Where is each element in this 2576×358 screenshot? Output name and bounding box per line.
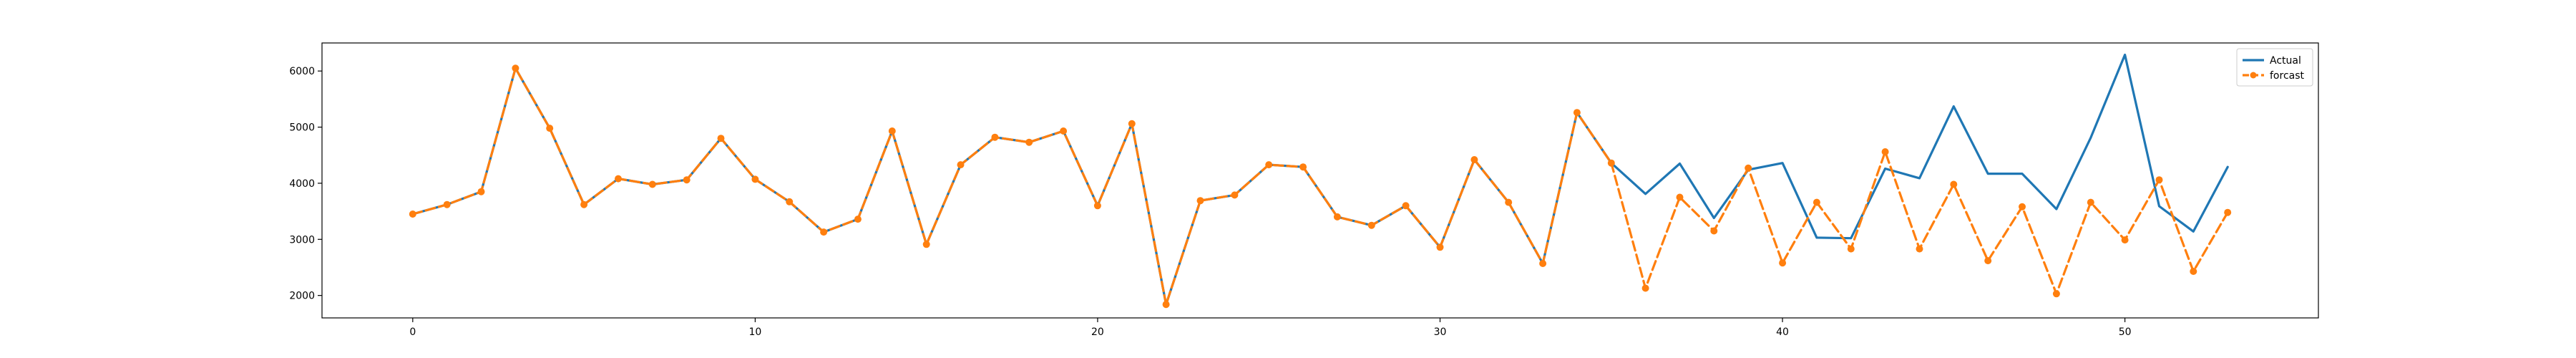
data-point-forcast [2190, 268, 2197, 275]
data-point-forcast [1162, 301, 1170, 309]
data-point-forcast [2155, 176, 2163, 184]
data-point-forcast [922, 241, 930, 248]
data-point-forcast [1847, 245, 1855, 253]
data-point-forcast [648, 180, 656, 188]
x-tick-label: 20 [1091, 326, 1104, 338]
data-point-forcast [1093, 202, 1101, 210]
data-point-forcast [786, 198, 794, 205]
data-point-forcast [888, 127, 896, 135]
data-point-forcast [1025, 138, 1033, 146]
data-point-forcast [580, 200, 588, 208]
x-tick-label: 50 [2119, 326, 2132, 338]
data-point-forcast [2224, 208, 2232, 216]
data-point-forcast [991, 133, 999, 141]
data-point-forcast [2087, 198, 2094, 206]
data-point-forcast [2052, 290, 2060, 298]
data-point-forcast [1436, 243, 1444, 251]
data-point-forcast [546, 125, 554, 132]
data-point-forcast [1333, 213, 1341, 221]
data-point-forcast [717, 135, 725, 142]
data-point-forcast [443, 200, 451, 208]
data-point-forcast [854, 216, 862, 223]
data-point-forcast [1402, 202, 1410, 210]
x-tick-label: 10 [748, 326, 761, 338]
data-point-forcast [615, 175, 622, 183]
data-point-forcast [1984, 257, 1992, 265]
y-tick-label: 6000 [289, 66, 315, 77]
data-point-forcast [1299, 163, 1307, 171]
legend-label-forcast: forcast [2270, 70, 2305, 82]
data-point-forcast [820, 228, 828, 236]
y-tick-label: 4000 [289, 178, 315, 190]
axes-frame [321, 42, 2319, 319]
legend-label-actual: Actual [2270, 55, 2301, 67]
data-point-forcast [751, 175, 759, 183]
y-tick-label: 3000 [289, 234, 315, 246]
data-point-forcast [1813, 198, 1820, 206]
legend-marker-forcast [2250, 72, 2257, 79]
y-tick-label: 2000 [289, 291, 315, 302]
y-tick-label: 5000 [289, 122, 315, 134]
data-point-forcast [1539, 260, 1547, 267]
data-point-forcast [1676, 193, 1684, 201]
data-point-forcast [2121, 236, 2129, 244]
data-point-forcast [1881, 148, 1889, 155]
data-point-forcast [1607, 159, 1615, 167]
data-point-forcast [1470, 156, 1478, 163]
data-point-forcast [1128, 120, 1136, 127]
axes: 0 10 20 30 40 50 2000 3000 4000 5000 6000 [289, 42, 2319, 338]
data-point-forcast [2019, 203, 2026, 211]
plot-area [409, 53, 2232, 309]
data-point-forcast [1710, 227, 1718, 235]
data-point-forcast [1916, 245, 1923, 253]
data-point-forcast [512, 64, 519, 72]
x-tick-label: 40 [1776, 326, 1789, 338]
series-line-forcast [411, 67, 2229, 306]
data-point-forcast [1950, 180, 1958, 188]
data-point-forcast [1265, 161, 1273, 169]
data-point-forcast [477, 188, 485, 195]
data-point-forcast [1641, 284, 1649, 292]
x-tick-label: 30 [1434, 326, 1447, 338]
data-point-forcast [1745, 164, 1752, 172]
data-point-forcast [1505, 198, 1513, 206]
data-point-forcast [683, 176, 691, 184]
data-point-forcast [957, 161, 965, 169]
data-point-forcast [1367, 221, 1375, 229]
data-point-forcast [409, 211, 416, 218]
data-point-forcast [1196, 197, 1204, 205]
legend: Actual forcast [2236, 48, 2313, 87]
x-tick-label: 0 [409, 326, 416, 338]
data-point-forcast [1060, 127, 1068, 135]
data-point-forcast [1573, 109, 1581, 117]
data-point-forcast [1231, 191, 1239, 199]
data-point-forcast [1779, 259, 1787, 267]
